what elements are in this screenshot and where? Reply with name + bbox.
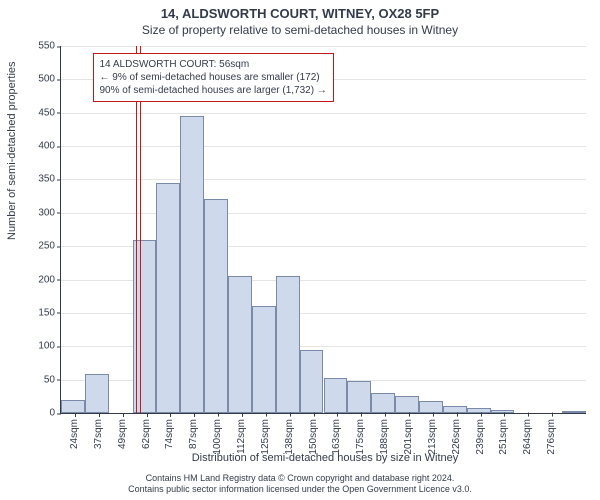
x-tick: 138sqm (284, 413, 295, 455)
y-tick: 450 (38, 107, 61, 118)
x-tick: 264sqm (522, 413, 533, 455)
x-tick: 125sqm (260, 413, 271, 455)
x-tick: 49sqm (117, 413, 128, 449)
footer-line-1: Contains HM Land Registry data © Crown c… (10, 473, 590, 485)
y-axis-label: Number of semi-detached properties (6, 61, 18, 240)
x-tick: 37sqm (93, 413, 104, 449)
y-tick: 50 (44, 374, 61, 385)
y-tick: 300 (38, 207, 61, 218)
x-tick: 239sqm (475, 413, 486, 455)
x-tick: 276sqm (546, 413, 557, 455)
y-tick: 0 (49, 408, 61, 419)
x-tick: 24sqm (69, 413, 80, 449)
footer: Contains HM Land Registry data © Crown c… (10, 473, 590, 496)
y-tick: 350 (38, 174, 61, 185)
y-tick: 200 (38, 274, 61, 285)
y-tick: 150 (38, 307, 61, 318)
annotation-box: 14 ALDSWORTH COURT: 56sqm← 9% of semi-de… (93, 53, 334, 102)
annotation-line: ← 9% of semi-detached houses are smaller… (100, 71, 327, 84)
x-tick: 100sqm (212, 413, 223, 455)
x-tick: 163sqm (331, 413, 342, 455)
x-axis-label: Distribution of semi-detached houses by … (60, 452, 590, 464)
x-tick: 62sqm (141, 413, 152, 449)
y-tick: 100 (38, 341, 61, 352)
x-tick: 87sqm (188, 413, 199, 449)
x-tick: 251sqm (498, 413, 509, 455)
plot-area: 050100150200250300350400450500550 24sqm3… (60, 46, 586, 414)
y-tick: 250 (38, 241, 61, 252)
x-tick: 226sqm (451, 413, 462, 455)
annotation-line: 14 ALDSWORTH COURT: 56sqm (100, 58, 327, 71)
x-tick: 150sqm (308, 413, 319, 455)
x-tick: 201sqm (403, 413, 414, 455)
footer-line-2: Contains public sector information licen… (10, 484, 590, 496)
y-tick: 500 (38, 74, 61, 85)
y-tick: 400 (38, 141, 61, 152)
x-tick: 175sqm (355, 413, 366, 455)
y-tick: 550 (38, 41, 61, 52)
x-tick: 213sqm (427, 413, 438, 455)
title-sub: Size of property relative to semi-detach… (0, 21, 600, 41)
chart-area: Number of semi-detached properties 05010… (0, 40, 600, 500)
x-tick: 188sqm (379, 413, 390, 455)
annotation-line: 90% of semi-detached houses are larger (… (100, 84, 327, 97)
title-main: 14, ALDSWORTH COURT, WITNEY, OX28 5FP (0, 0, 600, 21)
x-tick: 74sqm (164, 413, 175, 449)
x-tick: 112sqm (236, 413, 247, 454)
